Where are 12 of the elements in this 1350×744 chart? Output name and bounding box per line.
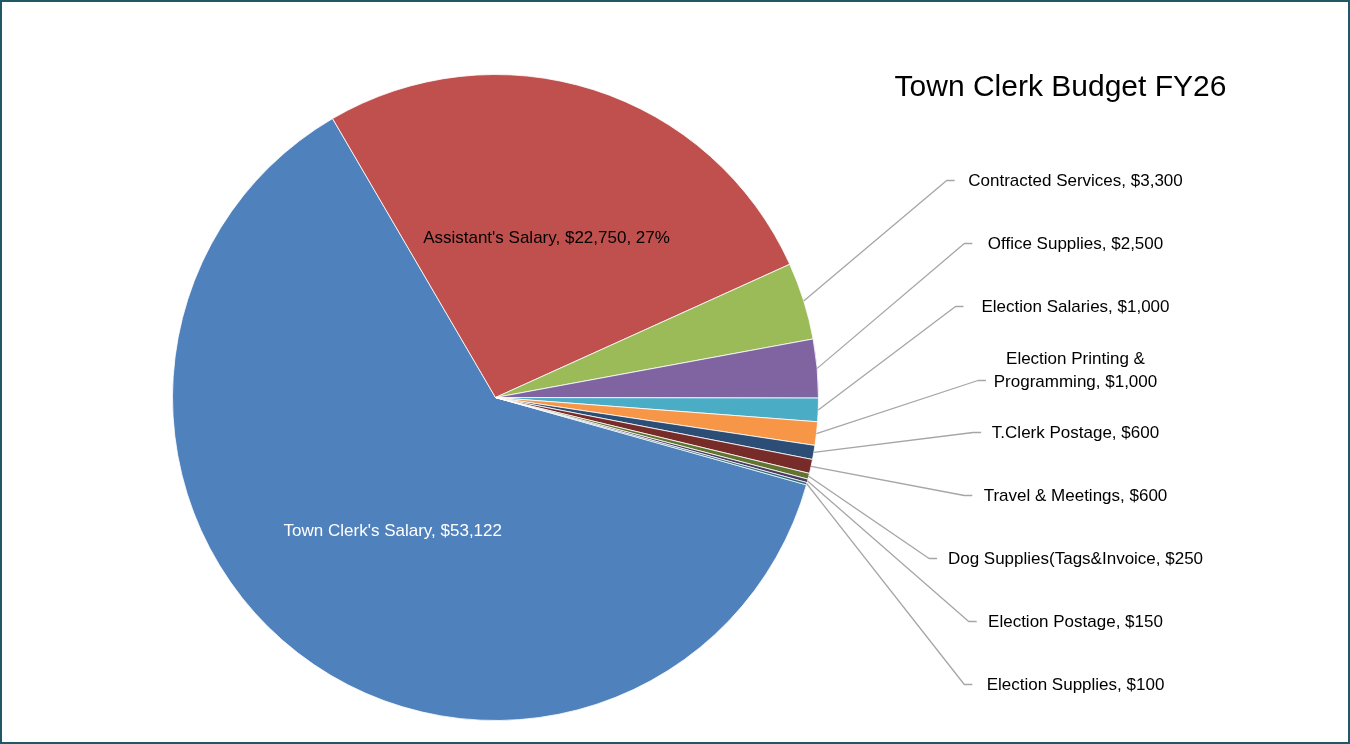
- slice-label: Contracted Services, $3,300: [968, 171, 1183, 190]
- chart-title: Town Clerk Budget FY26: [894, 69, 1227, 102]
- slice-label: Dog Supplies(Tags&Invoice, $250: [947, 549, 1204, 568]
- slice-label: Office Supplies, $2,500: [987, 234, 1164, 253]
- slice-label: T.Clerk Postage, $600: [991, 423, 1160, 442]
- slice-label: Election Supplies, $100: [986, 675, 1165, 694]
- slice-label: Election Salaries, $1,000: [981, 297, 1170, 316]
- slice-label: Election Postage, $150: [988, 612, 1163, 631]
- slice-label: Election Printing & Programming, $1,000: [993, 348, 1158, 391]
- slice-label: Travel & Meetings, $600: [983, 486, 1168, 505]
- slice-label: Town Clerk's Salary, $53,122: [283, 520, 502, 540]
- slice-label: Assistant's Salary, $22,750, 27%: [423, 227, 670, 247]
